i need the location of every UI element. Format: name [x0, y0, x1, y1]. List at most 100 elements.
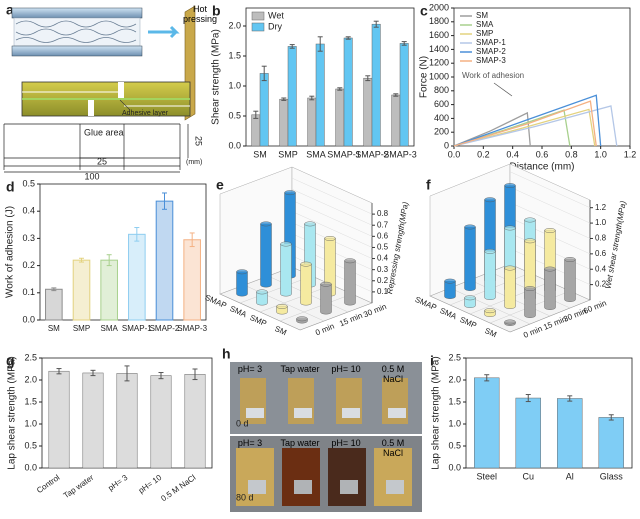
legend-label: SM	[476, 11, 488, 20]
bar-top	[504, 319, 516, 325]
x-tick-label: SMAP-2	[355, 149, 389, 159]
legend-label: SMAP-2	[476, 47, 506, 56]
y-tick-label: 1.5	[24, 396, 37, 406]
bar	[464, 226, 476, 291]
bar	[48, 370, 70, 469]
bar	[236, 271, 248, 297]
bar	[335, 88, 345, 147]
bar-top	[444, 278, 456, 284]
panel-label: d	[6, 179, 15, 195]
floor-grid	[239, 275, 313, 304]
notch	[88, 100, 94, 116]
bar-top	[284, 190, 296, 196]
panel-label: b	[212, 3, 221, 19]
category-label: SM	[273, 324, 288, 337]
z-tick-label: 0.5	[377, 243, 389, 252]
column-label: pH= 10	[331, 438, 361, 448]
bar-top	[504, 265, 516, 271]
bar	[391, 94, 401, 147]
y-tick-label: 0.0	[448, 462, 461, 472]
panel-label: i	[430, 353, 434, 369]
y-axis-label: Lap shear strength (MPa)	[431, 356, 442, 469]
z-tick-label: 0.1	[377, 287, 389, 296]
bar	[45, 288, 63, 321]
grid-line	[291, 200, 373, 237]
plate	[11, 45, 143, 57]
x-tick-label: 0.8	[565, 149, 578, 159]
x-tick-label: 1.0	[594, 149, 607, 159]
z-tick-label: 0.2	[595, 280, 607, 289]
bar-top	[260, 221, 272, 227]
bar-top	[544, 228, 556, 233]
bar-top	[484, 197, 496, 203]
plate	[11, 7, 143, 19]
y-tick-label: 1400	[429, 44, 449, 54]
y-tick-label: 2.0	[228, 20, 241, 30]
x-tick-label: SM	[48, 324, 60, 333]
bar-top	[236, 269, 248, 275]
category-label: SMA	[438, 306, 458, 322]
y-axis-label: Work of adhesion (J)	[5, 206, 16, 298]
layer-label: Adhesive layer	[122, 110, 169, 117]
legend-swatch	[251, 22, 265, 32]
y-tick-label: 2.5	[24, 352, 37, 362]
line	[453, 108, 596, 147]
line	[453, 94, 602, 147]
bar	[344, 260, 356, 306]
y-tick-label: 1.5	[228, 50, 241, 60]
plot-frame	[39, 183, 207, 321]
y-tick-label: 0.1	[22, 287, 35, 297]
bar	[300, 263, 312, 306]
bar	[280, 243, 292, 297]
bar	[150, 375, 172, 469]
category-label: SMA	[228, 304, 248, 320]
x-tick-label: 1.2	[624, 149, 637, 159]
bar	[557, 398, 583, 469]
category-label: SMP	[458, 315, 478, 330]
x-axis-label: Distance (mm)	[509, 162, 574, 173]
z-tick-label: 1.0	[595, 218, 607, 227]
column-label: 0.5 M NaCl	[381, 364, 405, 384]
y-tick-label: 1.0	[24, 418, 37, 428]
bar	[343, 37, 353, 147]
y-tick-label: 200	[434, 127, 449, 137]
row-label: 0 d	[236, 418, 249, 428]
bar	[307, 97, 317, 147]
arrow-label: Hot pressing	[182, 4, 218, 24]
x-tick-label: Tap water	[62, 473, 96, 500]
bar	[504, 267, 516, 309]
bar-top	[256, 289, 268, 295]
column-label: pH= 3	[237, 364, 263, 374]
bar	[100, 259, 118, 321]
bar	[444, 280, 456, 299]
y-tick-label: 1.5	[448, 396, 461, 406]
column-label: 0.5 M NaCl	[381, 438, 405, 458]
z-tick-label: 0.2	[377, 276, 389, 285]
y-tick-label: 2000	[429, 2, 449, 12]
panel-label: c	[420, 3, 428, 19]
bar-top	[504, 183, 516, 188]
bar-top	[300, 261, 312, 267]
line	[453, 100, 597, 147]
y-tick-label: 0.5	[24, 440, 37, 450]
x-tick-label: 0.5 M NaCl	[159, 473, 197, 503]
line	[453, 105, 618, 147]
line	[453, 111, 531, 147]
category-label: SM	[483, 326, 498, 339]
x-tick-label: SMP	[278, 149, 298, 159]
bar	[279, 98, 289, 147]
grid-line	[509, 202, 591, 239]
bar	[474, 377, 500, 469]
z-tick-label: 0.8	[595, 234, 607, 243]
bar	[564, 259, 576, 302]
bar	[544, 268, 556, 310]
x-tick-label: Al	[566, 471, 574, 481]
z-tick-label: 0.4	[377, 254, 389, 263]
vials-top	[240, 378, 408, 424]
time-label: 0 min	[522, 324, 544, 340]
bar	[484, 251, 496, 300]
y-tick-label: 800	[434, 85, 449, 95]
x-tick-label: Steel	[476, 471, 497, 481]
